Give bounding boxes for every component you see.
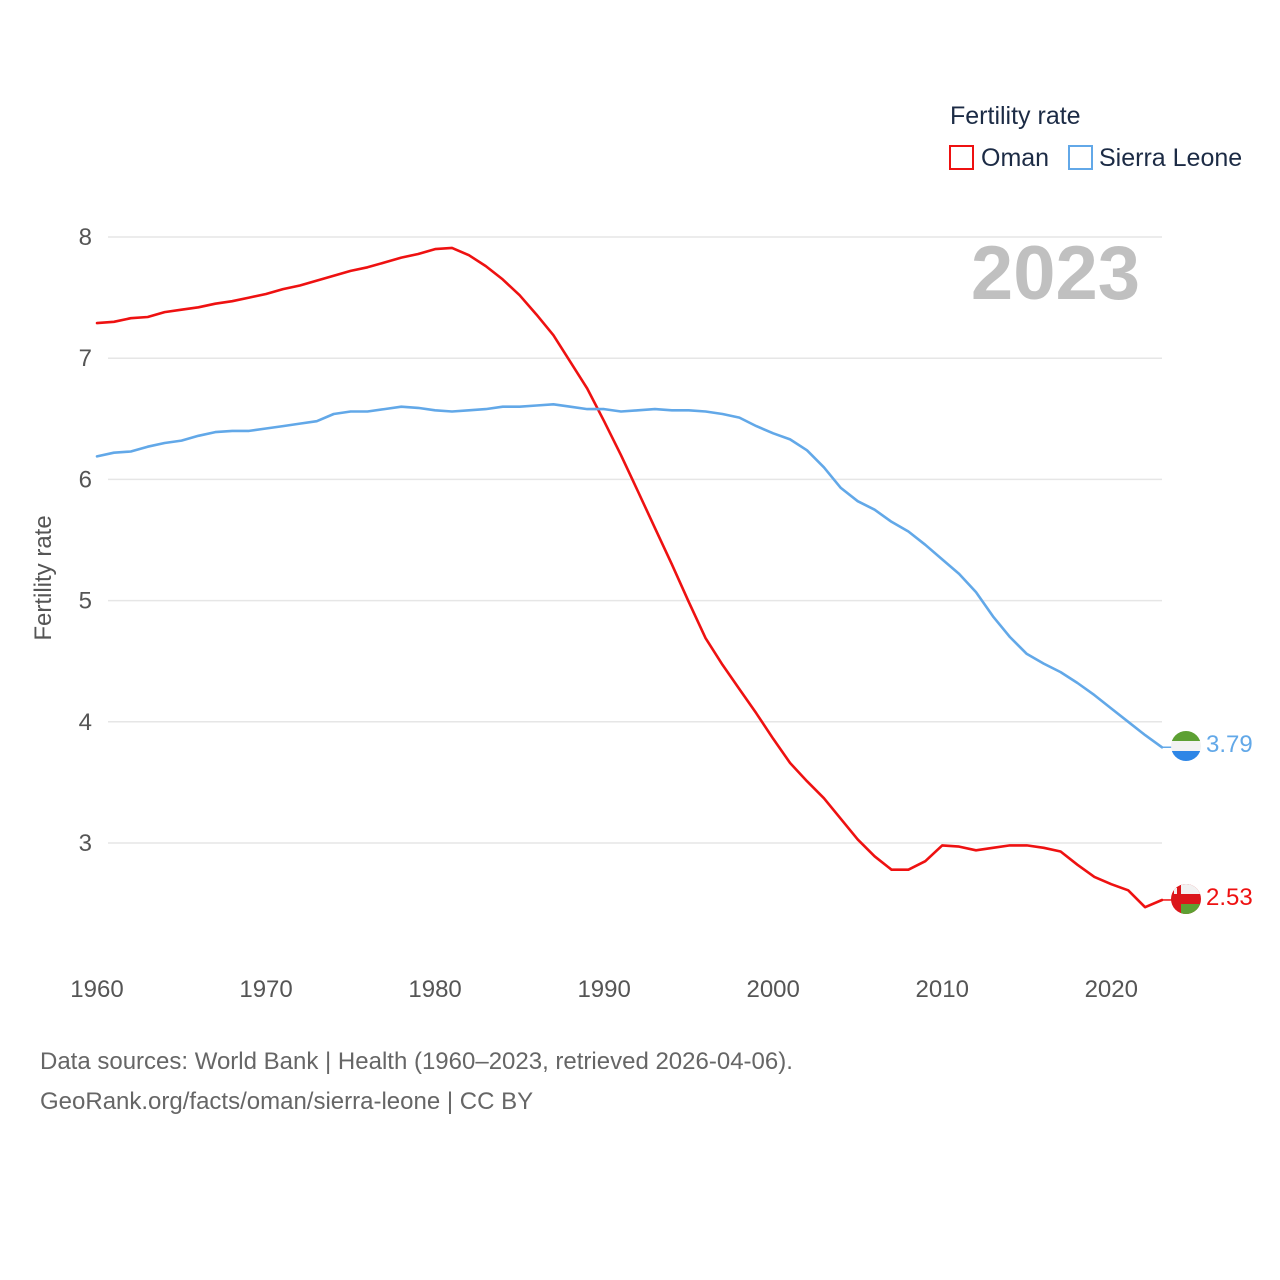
source-line-link[interactable]: GeoRank.org/facts/oman/sierra-leone | CC…	[40, 1088, 534, 1115]
y-tick-label: 3	[79, 830, 92, 857]
x-tick-label: 1980	[408, 976, 461, 1003]
x-tick-label: 2010	[916, 976, 969, 1003]
x-tick-label: 1970	[239, 976, 292, 1003]
y-tick-label: 5	[79, 588, 92, 615]
legend: Fertility rate Oman Sierra Leone	[949, 102, 1242, 172]
y-tick-label: 6	[79, 466, 92, 493]
y-axis-title: Fertility rate	[30, 515, 57, 640]
y-tick-label: 7	[79, 345, 92, 372]
sierra-leone-flag-icon	[1171, 731, 1201, 761]
legend-item-sierra-leone[interactable]: Sierra Leone	[1068, 144, 1242, 172]
x-axis-ticks: 1960 1970 1980 1990 2000 2010 2020	[70, 976, 1138, 1003]
source-note: Data sources: World Bank | Health (1960–…	[40, 1042, 793, 1122]
series-line-sierra-leone[interactable]	[95, 402, 1164, 749]
x-tick-label: 2020	[1085, 976, 1138, 1003]
series-line-oman[interactable]	[95, 246, 1164, 909]
legend-title: Fertility rate	[950, 102, 1081, 130]
x-tick-label: 1960	[70, 976, 123, 1003]
x-tick-label: 2000	[746, 976, 799, 1003]
end-label-oman: 2.53	[1206, 884, 1253, 911]
y-axis-ticks: 3 4 5 6 7 8	[79, 224, 92, 857]
series	[95, 246, 1172, 909]
grid	[108, 236, 1162, 844]
legend-label-oman: Oman	[981, 144, 1049, 172]
source-line-data: Data sources: World Bank | Health (1960–…	[40, 1048, 793, 1075]
year-label: 2023	[971, 231, 1140, 316]
y-tick-label: 4	[79, 709, 92, 736]
legend-swatch-oman	[949, 145, 974, 170]
legend-swatch-sierra-leone	[1068, 145, 1093, 170]
y-tick-label: 8	[79, 224, 92, 251]
legend-label-sierra-leone: Sierra Leone	[1099, 144, 1242, 172]
oman-flag-icon	[1171, 884, 1201, 914]
legend-item-oman[interactable]: Oman	[949, 144, 1049, 172]
end-label-sierra-leone: 3.79	[1206, 731, 1253, 758]
x-tick-label: 1990	[577, 976, 630, 1003]
